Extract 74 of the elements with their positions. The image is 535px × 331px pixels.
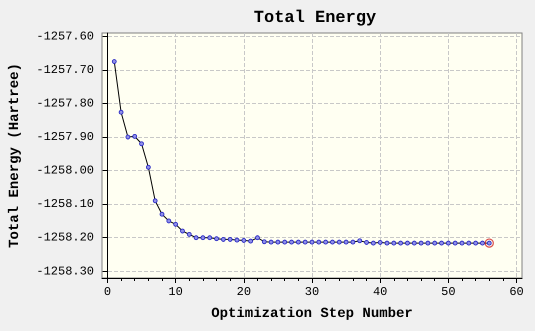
point xyxy=(398,240,404,246)
y-tick-label: -1258.00 xyxy=(36,164,94,178)
point xyxy=(439,240,444,246)
point xyxy=(173,222,178,227)
point xyxy=(146,164,151,170)
point xyxy=(473,240,478,246)
point xyxy=(296,240,301,244)
point xyxy=(200,235,206,240)
x-tick-label: 10 xyxy=(168,285,183,299)
point xyxy=(323,240,328,244)
point xyxy=(330,240,335,244)
point xyxy=(350,240,356,244)
point xyxy=(118,110,124,115)
point xyxy=(268,240,274,244)
y-tick-label: -1257.70 xyxy=(36,62,94,77)
point xyxy=(364,240,369,245)
point xyxy=(446,240,451,246)
y-tick-label: -1258.20 xyxy=(36,230,94,245)
point xyxy=(484,238,494,248)
point xyxy=(460,240,464,246)
point xyxy=(207,235,212,240)
point xyxy=(344,240,348,244)
point xyxy=(262,239,267,244)
point xyxy=(132,134,138,139)
y-tick-label: -1257.80 xyxy=(36,96,94,110)
point xyxy=(228,237,233,242)
point xyxy=(426,240,430,246)
point xyxy=(160,212,164,217)
point xyxy=(166,218,172,224)
x-tick-label: 20 xyxy=(236,285,252,299)
point xyxy=(241,238,246,243)
point xyxy=(452,240,458,246)
y-tick-label: -1257.90 xyxy=(36,130,94,144)
x-axis-title: Optimization Step Number xyxy=(211,306,413,322)
point xyxy=(432,240,438,246)
y-tick-label: -1257.60 xyxy=(36,29,94,44)
y-tick-label: -1258.10 xyxy=(36,197,94,212)
point xyxy=(480,240,485,246)
point xyxy=(405,240,410,246)
point xyxy=(418,240,424,246)
y-tick-label: -1258.30 xyxy=(36,264,94,278)
x-tick-label: 0 xyxy=(104,285,112,299)
point xyxy=(220,237,226,242)
x-tick-label: 30 xyxy=(304,285,320,299)
point xyxy=(180,228,185,234)
point xyxy=(194,235,198,240)
point xyxy=(248,238,254,244)
point xyxy=(126,134,130,140)
point xyxy=(370,240,376,246)
point xyxy=(412,240,417,246)
point xyxy=(384,240,390,246)
x-tick-label: 60 xyxy=(509,285,524,299)
point xyxy=(391,240,396,246)
point xyxy=(112,59,117,64)
point xyxy=(282,240,288,244)
point xyxy=(276,240,280,244)
point xyxy=(139,141,144,146)
point xyxy=(302,240,308,244)
x-tick-label: 40 xyxy=(372,285,388,299)
point xyxy=(289,240,294,244)
point xyxy=(234,238,240,242)
point xyxy=(466,240,472,246)
x-tick-label: 50 xyxy=(441,285,456,299)
point xyxy=(336,240,342,244)
point xyxy=(152,198,158,204)
y-axis-title: Total Energy (Hartree) xyxy=(7,63,23,248)
point xyxy=(378,240,383,245)
point xyxy=(186,232,192,237)
chart-title: Total Energy xyxy=(254,9,376,28)
point xyxy=(357,238,362,244)
point xyxy=(310,240,314,244)
point xyxy=(214,236,219,242)
point xyxy=(255,235,260,240)
point xyxy=(316,240,322,244)
